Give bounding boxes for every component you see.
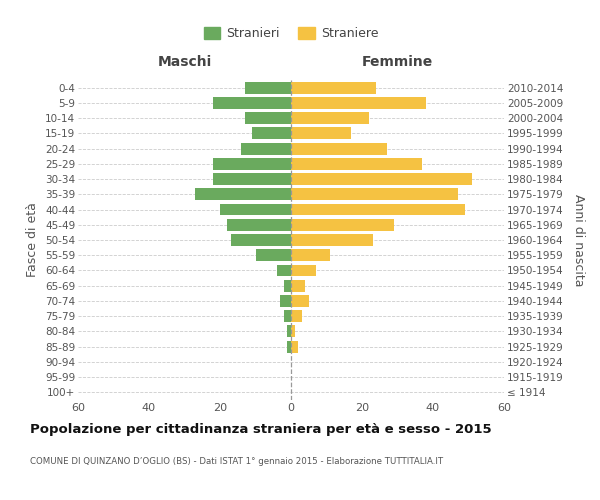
Bar <box>252 128 291 140</box>
Bar <box>230 234 291 246</box>
Bar <box>277 264 291 276</box>
Bar <box>213 97 291 109</box>
Y-axis label: Anni di nascita: Anni di nascita <box>572 194 585 286</box>
Bar <box>241 142 291 154</box>
Bar <box>284 310 291 322</box>
Bar <box>291 97 426 109</box>
Bar <box>291 112 369 124</box>
Bar <box>291 264 316 276</box>
Bar <box>245 112 291 124</box>
Bar <box>227 219 291 230</box>
Bar <box>291 204 465 216</box>
Y-axis label: Fasce di età: Fasce di età <box>26 202 40 278</box>
Bar <box>284 280 291 291</box>
Text: Popolazione per cittadinanza straniera per età e sesso - 2015: Popolazione per cittadinanza straniera p… <box>30 422 491 436</box>
Legend: Stranieri, Straniere: Stranieri, Straniere <box>199 22 383 45</box>
Bar <box>291 158 422 170</box>
Bar <box>291 82 376 94</box>
Bar <box>245 82 291 94</box>
Text: Maschi: Maschi <box>157 56 212 70</box>
Bar <box>256 250 291 261</box>
Bar <box>280 295 291 307</box>
Bar <box>213 158 291 170</box>
Bar <box>291 219 394 230</box>
Bar <box>287 340 291 352</box>
Text: COMUNE DI QUINZANO D’OGLIO (BS) - Dati ISTAT 1° gennaio 2015 - Elaborazione TUTT: COMUNE DI QUINZANO D’OGLIO (BS) - Dati I… <box>30 458 443 466</box>
Bar <box>291 340 298 352</box>
Bar <box>291 234 373 246</box>
Bar <box>291 310 302 322</box>
Bar <box>291 173 472 185</box>
Bar <box>291 326 295 338</box>
Bar <box>195 188 291 200</box>
Bar <box>291 250 330 261</box>
Bar <box>287 326 291 338</box>
Bar <box>291 128 352 140</box>
Bar <box>291 142 387 154</box>
Text: Femmine: Femmine <box>362 56 433 70</box>
Bar <box>291 295 309 307</box>
Bar <box>220 204 291 216</box>
Bar <box>291 280 305 291</box>
Bar <box>213 173 291 185</box>
Bar <box>291 188 458 200</box>
